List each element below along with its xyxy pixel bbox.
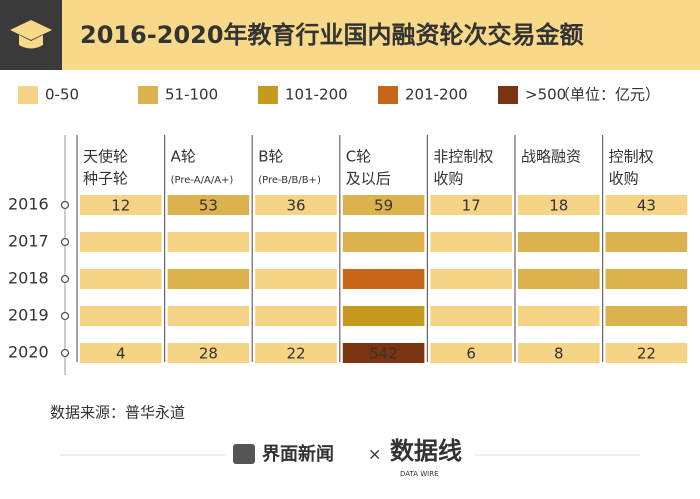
- separator: ×: [368, 445, 381, 464]
- cell-label: 4: [116, 345, 126, 363]
- cell: [167, 232, 250, 252]
- cell: [255, 306, 337, 326]
- row-dot: [60, 311, 70, 321]
- cell-label: 36: [286, 197, 305, 215]
- cell: [80, 195, 162, 215]
- cell: [342, 343, 425, 363]
- legend-swatch: [138, 86, 158, 104]
- cell: [342, 306, 425, 326]
- cell: [255, 269, 337, 289]
- cell-label: 542: [369, 345, 398, 363]
- legend-label: 101-200: [285, 86, 348, 104]
- cell: [80, 269, 162, 289]
- column-header: 种子轮: [83, 170, 128, 188]
- cell: [518, 306, 600, 326]
- column-header: 收购: [433, 170, 463, 188]
- cell-label: 43: [637, 197, 656, 215]
- cap-icon: [10, 20, 52, 49]
- legend-label: 201-200: [405, 86, 468, 104]
- cell: [430, 269, 512, 289]
- cell: [430, 195, 512, 215]
- cell-label: 12: [111, 197, 130, 215]
- column-subheader: (Pre-B/B/B+): [258, 175, 321, 186]
- column-header: 及以后: [346, 170, 391, 188]
- cell: [167, 269, 250, 289]
- cell-label: 17: [462, 197, 481, 215]
- unit-label: （单位：亿元）: [555, 86, 660, 104]
- cell-label: 22: [286, 345, 305, 363]
- cell-label: 59: [374, 197, 393, 215]
- brand-icon: [233, 444, 255, 464]
- legend-swatch: [378, 86, 398, 104]
- column-header: 控制权: [609, 148, 654, 166]
- legend-swatch: [258, 86, 278, 104]
- cell: [342, 269, 425, 289]
- row-dot: [60, 237, 70, 247]
- row-label: 2020: [8, 343, 49, 362]
- cell: [605, 343, 688, 363]
- cell: [167, 306, 250, 326]
- cell: [80, 343, 162, 363]
- legend-label: 51-100: [165, 86, 218, 104]
- cell: [518, 232, 600, 252]
- column-header: 战略融资: [521, 148, 581, 166]
- title-bar: [0, 0, 700, 70]
- cell: [518, 195, 600, 215]
- column-header: A轮: [171, 148, 196, 166]
- cell: [167, 343, 250, 363]
- row-dot: [60, 348, 70, 358]
- cell: [342, 195, 425, 215]
- column-header: 非控制权: [433, 148, 493, 166]
- row-dot: [60, 274, 70, 284]
- column-header: 天使轮: [83, 148, 128, 166]
- cell: [342, 232, 425, 252]
- cell: [518, 269, 600, 289]
- row-dot: [60, 200, 70, 210]
- cell: [605, 195, 688, 215]
- legend-swatch: [18, 86, 38, 104]
- row-label: 2019: [8, 306, 49, 325]
- cell-label: 53: [199, 197, 218, 215]
- cell-label: 18: [549, 197, 568, 215]
- cell: [430, 343, 512, 363]
- source: 数据来源：普华永道: [50, 404, 185, 422]
- cell: [605, 232, 688, 252]
- cell-label: 22: [637, 345, 656, 363]
- legend-label: 0-50: [45, 86, 79, 104]
- cell: [430, 306, 512, 326]
- cell: [255, 195, 337, 215]
- partner: 数据线: [390, 437, 462, 465]
- cell: [80, 232, 162, 252]
- cell: [605, 269, 688, 289]
- legend-swatch: [498, 86, 518, 104]
- row-label: 2016: [8, 195, 49, 214]
- row-label: 2017: [8, 232, 49, 251]
- chart-title: 2016-2020年教育行业国内融资轮次交易金额: [80, 21, 584, 49]
- cell: [255, 232, 337, 252]
- column-header: C轮: [346, 148, 371, 166]
- column-subheader: (Pre-A/A/A+): [171, 175, 234, 186]
- cell: [255, 343, 337, 363]
- column-header: 收购: [609, 170, 639, 188]
- cell: [430, 232, 512, 252]
- brand: 界面新闻: [262, 443, 334, 465]
- cell-label: 28: [199, 345, 218, 363]
- legend-label: >500: [525, 86, 566, 104]
- column-header: B轮: [258, 148, 283, 166]
- partner-sub: DATA WIRE: [400, 470, 439, 478]
- cell: [80, 306, 162, 326]
- cell-label: 8: [554, 345, 564, 363]
- row-label: 2018: [8, 269, 49, 288]
- cell: [605, 306, 688, 326]
- cell: [518, 343, 600, 363]
- cell-label: 6: [466, 345, 476, 363]
- cell: [167, 195, 250, 215]
